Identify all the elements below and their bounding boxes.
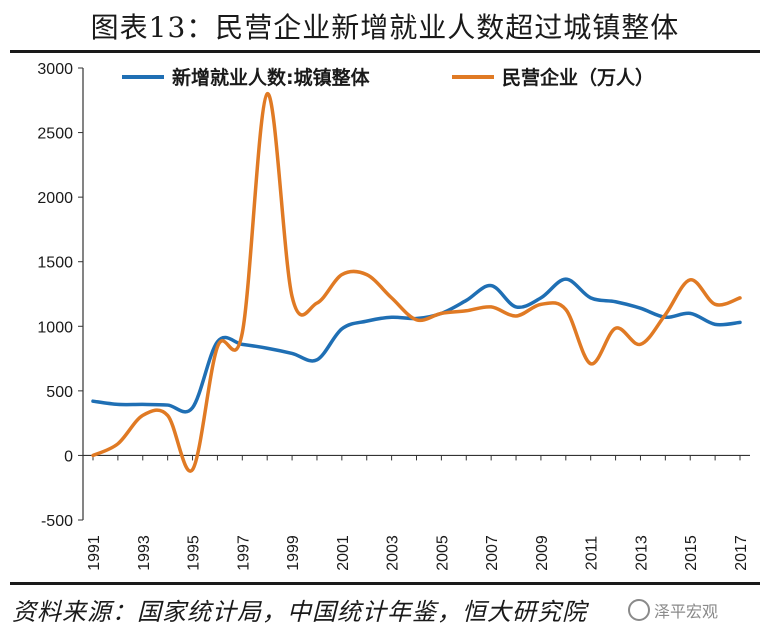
x-tick-label: 2015 <box>683 535 700 571</box>
y-tick-label: 500 <box>46 384 73 401</box>
series-line-2 <box>91 92 742 473</box>
x-tick-label: 1997 <box>235 535 252 571</box>
y-tick-label: 0 <box>64 448 73 465</box>
watermark-text: 泽平宏观 <box>654 602 719 621</box>
source-note: 资料来源：国家统计局，中国统计年鉴，恒大研究院 <box>12 598 587 626</box>
chart-legend: 新增就业人数:城镇整体 民营企业（万人） <box>122 66 654 89</box>
y-tick-label: -500 <box>41 513 73 530</box>
line-chart: -500 0 500 1000 1500 2000 2500 3000 1991 1993 1995… <box>37 61 750 571</box>
watermark: 泽平宏观 <box>628 598 718 622</box>
x-tick-label: 2005 <box>434 535 451 571</box>
x-tick-label: 2001 <box>335 535 352 571</box>
x-tick-label: 2011 <box>584 536 601 571</box>
page-title: 图表13：民营企业新增就业人数超过城镇整体 <box>90 11 680 44</box>
wechat-logo-icon <box>628 599 650 621</box>
x-tick-label: 1999 <box>285 535 302 571</box>
y-tick-label: 1000 <box>37 319 73 336</box>
y-tick-label: 2500 <box>37 126 73 143</box>
chart-axes: -500 0 500 1000 1500 2000 2500 3000 1991 1993 1995… <box>37 61 750 571</box>
x-tick-label: 1993 <box>136 535 153 571</box>
y-tick-label: 1500 <box>37 255 73 272</box>
x-tick-label: 2009 <box>534 535 551 571</box>
source-rule <box>10 582 760 585</box>
x-tick-label: 2013 <box>633 535 650 571</box>
y-tick-label: 2000 <box>37 190 73 207</box>
legend-label-1: 新增就业人数:城镇整体 <box>172 66 371 89</box>
series-line-1 <box>91 277 742 414</box>
x-tick-label: 1995 <box>186 535 203 571</box>
x-tick-label: 2017 <box>733 535 750 571</box>
y-tick-label: 3000 <box>37 61 73 78</box>
series-layer <box>91 92 742 473</box>
x-tick-label: 1991 <box>86 535 103 571</box>
title-rule <box>10 50 760 53</box>
x-tick-label: 2007 <box>484 535 501 571</box>
x-tick-label: 2003 <box>385 535 402 571</box>
legend-label-2: 民营企业（万人） <box>502 66 654 89</box>
